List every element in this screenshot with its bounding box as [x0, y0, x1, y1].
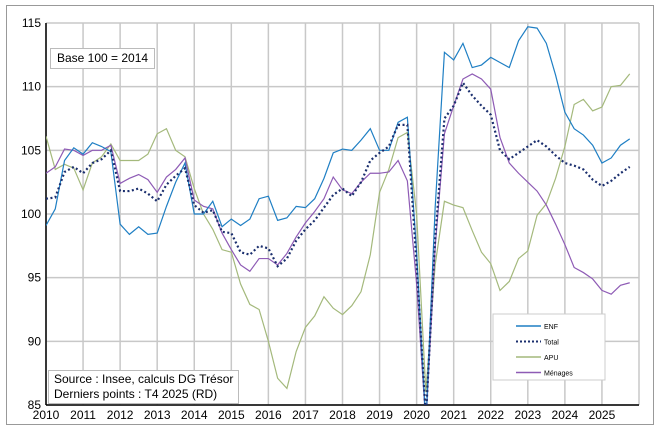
- x-tick-label: 2015: [218, 408, 245, 422]
- chart-frame: [6, 5, 654, 425]
- x-tick-label: 2022: [477, 408, 504, 422]
- legend: [492, 313, 606, 381]
- y-tick-label: 105: [21, 143, 41, 157]
- x-tick-label: 2016: [255, 408, 282, 422]
- x-tick-label: 2013: [144, 408, 171, 422]
- y-tick-label: 85: [28, 398, 42, 412]
- x-tick-label: 2018: [329, 408, 356, 422]
- last-points-text: Derniers points : T4 2025 (RD): [54, 387, 218, 401]
- x-tick-label: 2019: [366, 408, 393, 422]
- legend-label: Ménages: [544, 371, 573, 378]
- legend-label: ENF: [544, 324, 558, 331]
- series-line-apu: [46, 73, 631, 393]
- x-tick-label: 2012: [107, 408, 134, 422]
- source-annotation: Source : Insee, calculs DG Trésor Dernie…: [48, 370, 240, 404]
- y-tick-label: 115: [22, 16, 41, 30]
- x-tick-label: 2024: [552, 408, 579, 422]
- legend-label: APU: [544, 355, 558, 362]
- y-tick-label: 100: [21, 207, 41, 221]
- x-tick-label: 2020: [403, 408, 430, 422]
- x-tick-label: 2017: [292, 408, 319, 422]
- y-tick-label: 110: [22, 80, 41, 94]
- x-tick-label: 2023: [514, 408, 541, 422]
- series-line-enf: [46, 26, 631, 405]
- base-text: Base 100 = 2014: [57, 51, 149, 65]
- y-tick-label: 95: [28, 271, 42, 285]
- x-tick-label: 2021: [440, 408, 467, 422]
- y-tick-label: 90: [28, 334, 42, 348]
- x-tick-label: 2014: [181, 408, 208, 422]
- source-text: Source : Insee, calculs DG Trésor: [54, 372, 234, 386]
- x-tick-label: 2025: [589, 408, 616, 422]
- series-line-ménages: [46, 73, 630, 405]
- base-annotation: Base 100 = 2014: [50, 48, 156, 69]
- x-tick-label: 2010: [33, 408, 60, 422]
- legend-label: Total: [544, 340, 559, 347]
- x-tick-label: 2011: [70, 408, 96, 422]
